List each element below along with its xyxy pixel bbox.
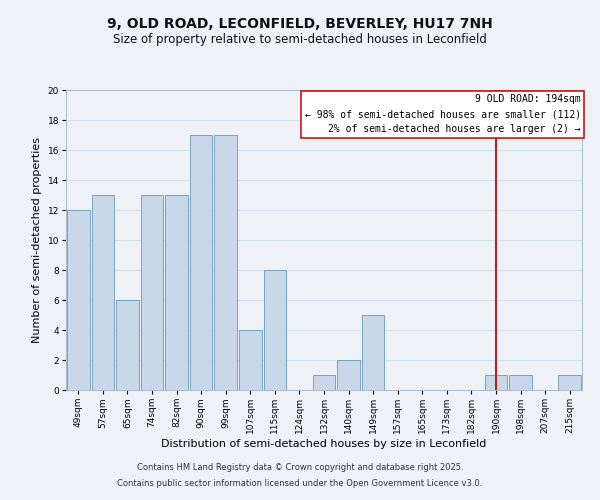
Text: Contains public sector information licensed under the Open Government Licence v3: Contains public sector information licen… bbox=[118, 478, 482, 488]
Bar bbox=[116, 300, 139, 390]
Bar bbox=[214, 135, 237, 390]
Bar bbox=[239, 330, 262, 390]
Bar bbox=[559, 375, 581, 390]
Text: 9, OLD ROAD, LECONFIELD, BEVERLEY, HU17 7NH: 9, OLD ROAD, LECONFIELD, BEVERLEY, HU17 … bbox=[107, 18, 493, 32]
Bar bbox=[92, 195, 114, 390]
Text: 9 OLD ROAD: 194sqm
← 98% of semi-detached houses are smaller (112)
2% of semi-de: 9 OLD ROAD: 194sqm ← 98% of semi-detache… bbox=[305, 94, 581, 134]
Bar bbox=[140, 195, 163, 390]
Bar bbox=[67, 210, 89, 390]
Text: Contains HM Land Registry data © Crown copyright and database right 2025.: Contains HM Land Registry data © Crown c… bbox=[137, 464, 463, 472]
X-axis label: Distribution of semi-detached houses by size in Leconfield: Distribution of semi-detached houses by … bbox=[161, 439, 487, 449]
Bar bbox=[337, 360, 360, 390]
Bar bbox=[263, 270, 286, 390]
Bar bbox=[509, 375, 532, 390]
Bar bbox=[313, 375, 335, 390]
Bar bbox=[362, 315, 385, 390]
Bar bbox=[190, 135, 212, 390]
Y-axis label: Number of semi-detached properties: Number of semi-detached properties bbox=[32, 137, 42, 343]
Bar bbox=[485, 375, 508, 390]
Bar bbox=[165, 195, 188, 390]
Text: Size of property relative to semi-detached houses in Leconfield: Size of property relative to semi-detach… bbox=[113, 32, 487, 46]
